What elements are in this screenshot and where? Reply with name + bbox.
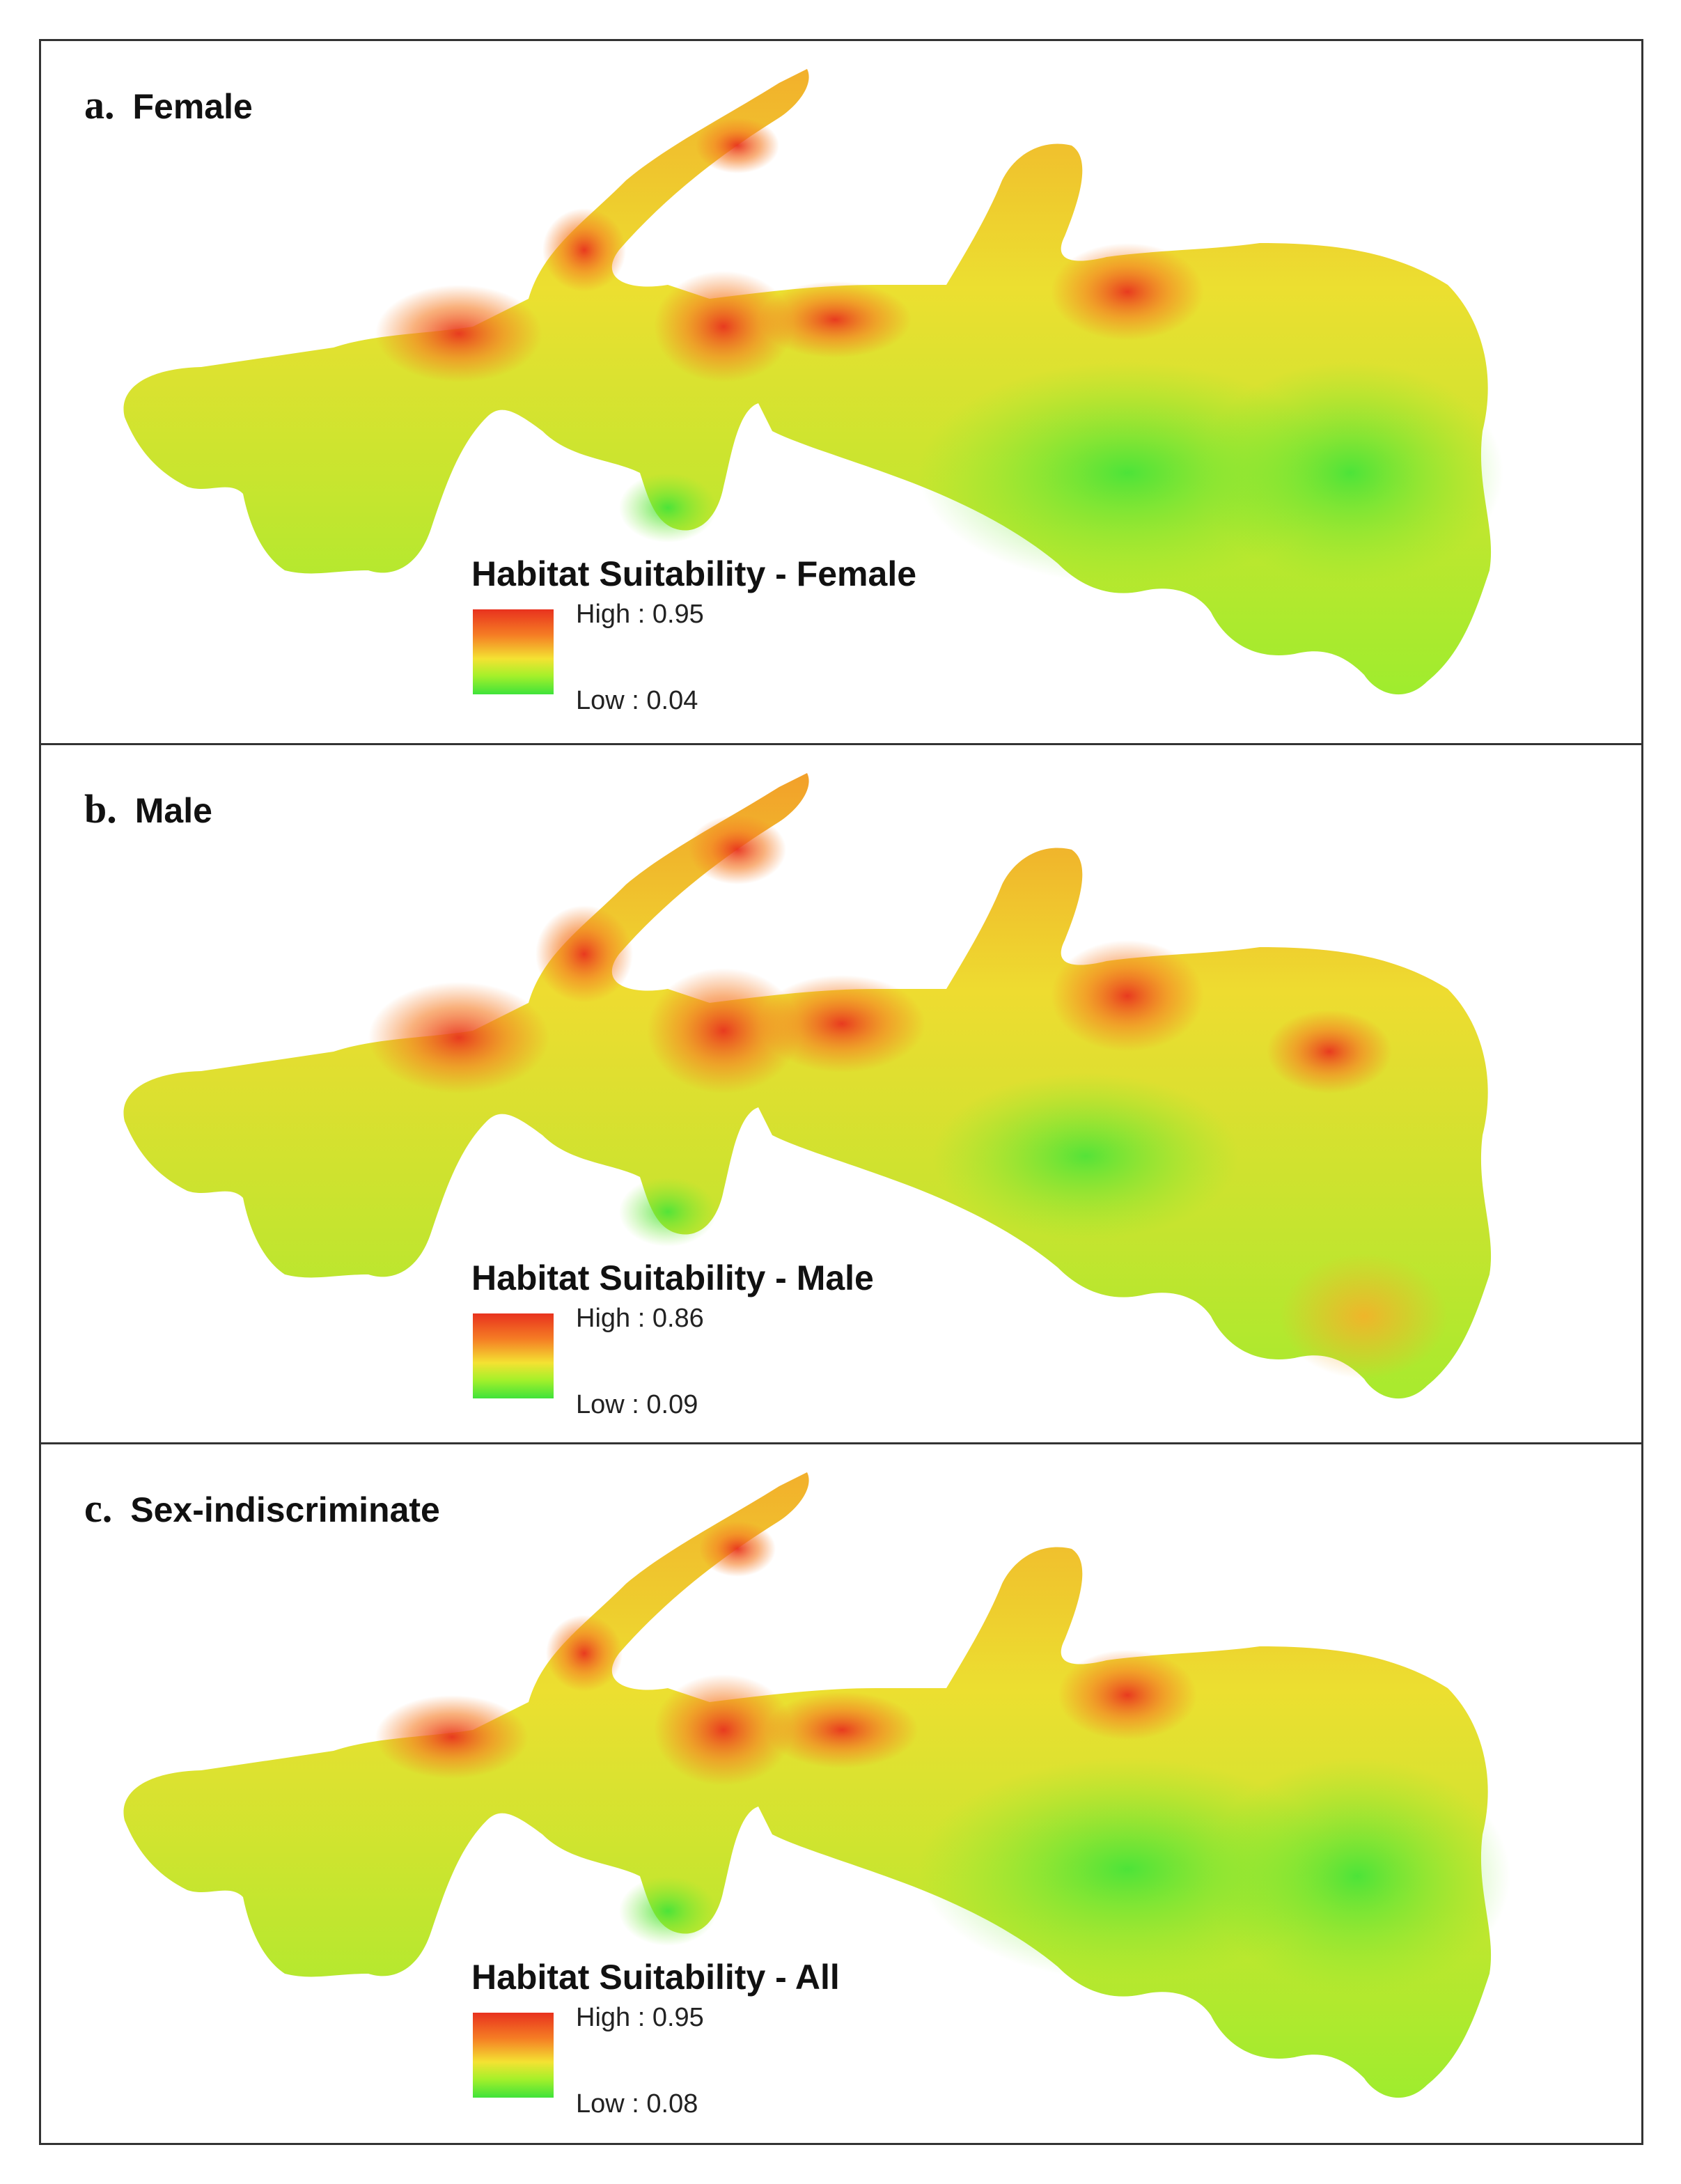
legend-title: Habitat Suitability - Female: [471, 554, 917, 593]
legend-low-label: Low : 0.04: [576, 686, 698, 715]
region-shape: [123, 1472, 1510, 2098]
legend-low-label: Low : 0.08: [576, 2089, 698, 2119]
panel-sex-indiscriminate: c. Sex-indiscriminate Habitat Suitabilit…: [41, 1442, 1641, 2143]
legend-title: Habitat Suitability - All: [471, 1958, 840, 1997]
legend-low-label: Low : 0.09: [576, 1390, 698, 1419]
habitat-suitability-figure: a. Female Habitat Suitability - Female H…: [39, 39, 1643, 2145]
region-shape: [123, 69, 1503, 695]
legend-high-label: High : 0.86: [576, 1304, 704, 1333]
panel-heading: b. Male: [84, 786, 212, 832]
legend-high-label: High : 0.95: [576, 2003, 704, 2032]
legend-title: Habitat Suitability - Male: [471, 1258, 874, 1297]
legend: Habitat Suitability - Female High : 0.95…: [471, 554, 1098, 735]
legend: Habitat Suitability - All High : 0.95 Lo…: [471, 1957, 1098, 2138]
legend-color-ramp: [473, 609, 554, 694]
legend-color-ramp: [473, 2013, 554, 2098]
panel-female: a. Female Habitat Suitability - Female H…: [41, 41, 1641, 743]
panel-letter: b.: [84, 786, 117, 832]
legend-color-ramp: [473, 1313, 554, 1398]
map-sex-indiscriminate: [123, 1472, 1510, 2098]
panel-letter: c.: [84, 1485, 113, 1531]
panel-title: Female: [132, 87, 253, 126]
region-shape: [123, 773, 1492, 1399]
panel-title: Sex-indiscriminate: [130, 1490, 440, 1529]
map-male: [123, 773, 1492, 1399]
panel-heading: a. Female: [84, 81, 253, 128]
panel-letter: a.: [84, 82, 115, 127]
panel-title: Male: [134, 791, 212, 830]
legend-high-label: High : 0.95: [576, 600, 704, 629]
legend: Habitat Suitability - Male High : 0.86 L…: [471, 1258, 1098, 1439]
map-female: [123, 69, 1503, 695]
panel-heading: c. Sex-indiscriminate: [84, 1485, 440, 1531]
panel-male: b. Male Habitat Suitability - Male High …: [41, 743, 1641, 1442]
